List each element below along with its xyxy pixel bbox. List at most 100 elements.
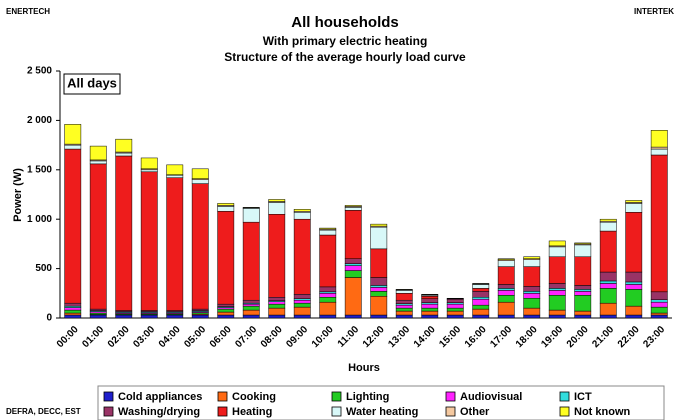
bar-segment [89, 314, 107, 319]
bar-segment [191, 314, 209, 319]
bar-segment [64, 144, 82, 150]
legend-label: Lighting [346, 391, 389, 403]
bar-segment [472, 298, 490, 306]
bar-segment [268, 314, 286, 319]
legend-label: Not known [574, 406, 630, 418]
x-axis-label: Hours [348, 362, 380, 374]
bar-segment [319, 293, 337, 298]
bar-segment [523, 297, 541, 309]
bar-segment [650, 130, 668, 148]
bar-segment [166, 174, 184, 178]
y-tick-label: 2 000 [27, 115, 52, 126]
x-tick-label: 15:00 [437, 324, 463, 350]
bar-segment [395, 299, 413, 304]
corner-left: ENERTECH [6, 7, 50, 16]
bar-segment [599, 230, 617, 273]
bar-segment [268, 202, 286, 215]
chart-title: All households [291, 14, 399, 31]
legend-swatch [217, 391, 228, 402]
bar-segment [650, 148, 668, 156]
bar-segment [548, 256, 566, 284]
bar-segment [446, 298, 464, 303]
legend-label: Audiovisual [460, 391, 522, 403]
legend-swatch [331, 391, 342, 402]
bar-segment [319, 301, 337, 316]
bar-segment [574, 289, 592, 292]
bar-segment [472, 297, 490, 300]
bar-segment [650, 291, 668, 300]
bar-segment [293, 294, 311, 299]
bar-segment [421, 310, 439, 316]
bar-segment [446, 310, 464, 316]
bar-segment [599, 283, 617, 289]
x-tick-label: 04:00 [157, 324, 183, 350]
bar-segment [574, 314, 592, 319]
corner-right: INTERTEK [634, 7, 674, 16]
y-tick-label: 1 500 [27, 164, 52, 175]
bar-segment [497, 314, 515, 319]
bar-segment [395, 314, 413, 319]
bar-segment [625, 203, 643, 213]
bar-segment [472, 314, 490, 319]
bar-segment [64, 302, 82, 307]
y-tick-label: 0 [46, 313, 52, 324]
bar-segment [599, 302, 617, 316]
legend-label: Cold appliances [118, 391, 202, 403]
bar-segment [242, 314, 260, 319]
bar-segment [293, 212, 311, 220]
bar-segment [268, 199, 286, 202]
bar-segment [599, 218, 617, 222]
bar-segment [446, 303, 464, 309]
x-tick-label: 11:00 [336, 324, 362, 350]
bar-segment [395, 304, 413, 309]
legend-swatch [445, 406, 456, 417]
bar-segment [64, 307, 82, 311]
x-tick-label: 10:00 [310, 324, 336, 350]
bar-segment [625, 289, 643, 307]
bar-segment [497, 288, 515, 291]
bar-segment [548, 288, 566, 291]
legend-swatch [103, 406, 114, 417]
bar-segment [268, 303, 286, 309]
bar-segment [625, 281, 643, 285]
bar-segment [344, 205, 362, 207]
bar-segment [64, 309, 82, 314]
bar-segment [395, 293, 413, 301]
bar-segment [217, 206, 235, 212]
x-tick-label: 05:00 [182, 324, 208, 350]
bar-segment [395, 307, 413, 312]
bar-segment [497, 290, 515, 296]
bar-segment [140, 169, 158, 173]
bar-segment [370, 248, 388, 278]
bar-segment [64, 314, 82, 319]
bar-segment [574, 242, 592, 245]
bar-segment [472, 284, 490, 289]
bar-segment [319, 234, 337, 288]
bar-segment [293, 314, 311, 319]
bar-segment [344, 210, 362, 259]
bar-segment [370, 314, 388, 319]
y-tick-label: 2 500 [27, 66, 52, 77]
bar-segment [217, 311, 235, 316]
bar-segment [446, 314, 464, 319]
x-tick-label: 01:00 [80, 324, 106, 350]
bar-segment [523, 314, 541, 319]
bar-segment [446, 307, 464, 312]
bar-segment [293, 302, 311, 308]
bar-segment [523, 259, 541, 267]
bar-segment [523, 286, 541, 292]
bar-segment [293, 218, 311, 295]
x-tick-label: 17:00 [488, 324, 514, 350]
bar-segment [268, 214, 286, 298]
x-tick-label: 12:00 [361, 324, 387, 350]
bar-segment [268, 307, 286, 316]
bar-segment [574, 244, 592, 257]
bar-segment [344, 207, 362, 211]
chart-subtitle: With primary electric heating [263, 34, 428, 48]
bar-segment [242, 309, 260, 316]
bar-segment [370, 223, 388, 227]
bar-segment [89, 145, 107, 161]
bar-segment [574, 295, 592, 312]
bar-segment [472, 308, 490, 316]
